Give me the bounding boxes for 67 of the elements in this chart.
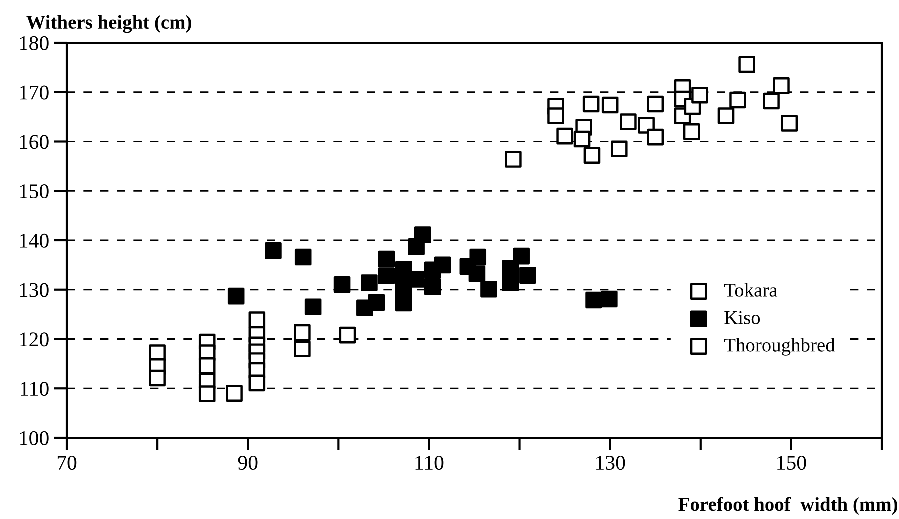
point <box>505 151 522 168</box>
y-tick-label: 100 <box>20 431 49 446</box>
x-tick-label: 150 <box>778 456 806 470</box>
point <box>520 267 536 284</box>
point <box>781 115 798 132</box>
point <box>470 248 487 266</box>
point <box>368 294 386 312</box>
point <box>610 140 628 158</box>
point <box>414 226 432 244</box>
point <box>692 86 708 104</box>
point <box>304 298 322 316</box>
point <box>198 358 216 374</box>
y-tick-label: 180 <box>20 36 49 50</box>
point <box>647 96 664 113</box>
point <box>468 266 486 282</box>
point <box>378 250 396 268</box>
y-axis-title: Withers height (cm) <box>26 15 192 34</box>
legend-label: Tokara <box>724 283 778 297</box>
point <box>738 56 756 74</box>
x-tick-label: 70 <box>58 456 77 470</box>
legend-label: Thoroughbred <box>724 338 836 356</box>
point <box>149 370 166 387</box>
point <box>361 274 378 292</box>
x-tick-label: 130 <box>596 456 626 470</box>
point <box>601 290 618 308</box>
point <box>502 274 520 292</box>
point <box>647 128 664 146</box>
point <box>584 147 601 164</box>
point <box>198 386 216 402</box>
y-tick-label: 130 <box>20 283 49 298</box>
point <box>294 340 311 358</box>
y-tick-label: 120 <box>20 332 49 347</box>
point <box>294 324 311 342</box>
point <box>763 92 780 110</box>
point <box>620 114 637 130</box>
point <box>556 128 574 145</box>
point <box>574 130 591 148</box>
y-tick-label: 110 <box>21 382 49 396</box>
point <box>294 248 312 266</box>
x-axis-title: Forefoot hoof width (mm) <box>678 497 898 516</box>
x-tick-label: 110 <box>416 456 444 470</box>
point <box>586 292 602 309</box>
point <box>773 78 790 94</box>
point <box>513 248 530 265</box>
point <box>424 278 442 296</box>
y-tick-label: 150 <box>20 184 49 199</box>
point <box>248 374 266 392</box>
point <box>228 288 245 305</box>
point <box>730 92 746 109</box>
point <box>339 326 356 344</box>
point <box>434 256 452 274</box>
point <box>480 280 498 298</box>
point <box>378 268 396 284</box>
point <box>582 96 600 113</box>
point <box>602 96 619 114</box>
point <box>226 385 243 402</box>
point <box>548 108 564 124</box>
y-tick-label: 170 <box>20 86 49 100</box>
y-tick-label: 140 <box>20 234 49 248</box>
point <box>395 294 412 312</box>
y-tick-label: 160 <box>20 135 49 150</box>
point <box>334 276 351 294</box>
point <box>683 123 700 140</box>
legend-label: Kiso <box>724 311 760 324</box>
point <box>718 108 735 124</box>
point <box>265 242 282 260</box>
x-tick-label: 90 <box>238 456 258 470</box>
